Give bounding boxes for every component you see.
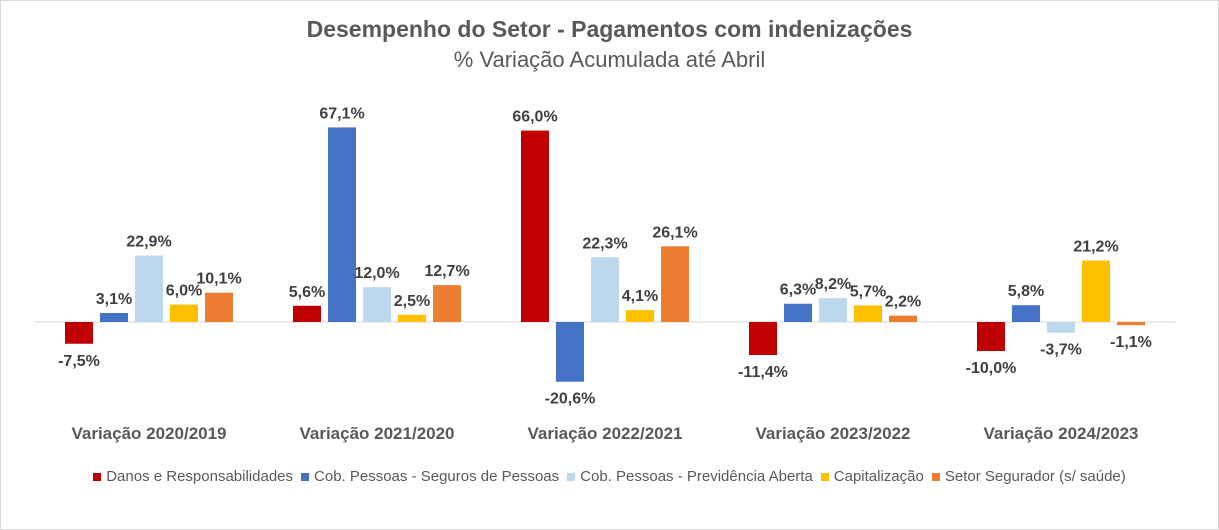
legend-swatch [301, 472, 310, 481]
data-label: -11,4% [738, 364, 788, 381]
legend-label: Capitalização [833, 468, 924, 485]
bar-cob-pessoas-seguros-de-pessoas-2 [328, 127, 356, 322]
legend-item-capitalizacao: Capitalização [820, 468, 924, 485]
bar-cob-pessoas-previdencia-aberta-1 [135, 255, 163, 322]
data-label: 5,7% [850, 283, 886, 300]
legend-label: Setor Segurador (s/ saúde) [944, 468, 1126, 485]
bar-cob-pessoas-seguros-de-pessoas-3 [556, 322, 584, 382]
legend-swatch [567, 472, 576, 481]
bar-capitalizacao-3 [626, 310, 654, 322]
data-label: 26,1% [652, 224, 697, 241]
bar-setor-segurador-s-saude-4 [889, 315, 917, 322]
data-label: 12,7% [424, 263, 469, 280]
data-label: 12,0% [354, 265, 399, 282]
data-label: 3,1% [96, 291, 132, 308]
data-label: 10,1% [196, 271, 241, 288]
legend-swatch [93, 472, 102, 481]
data-label: 67,1% [319, 105, 364, 122]
data-label: -7,5% [58, 353, 100, 370]
bar-danos-e-responsabilidades-3 [521, 130, 549, 322]
legend-item-previdencia: Cob. Pessoas - Previdência Aberta [567, 468, 813, 485]
category-label: Variação 2020/2019 [71, 424, 226, 443]
bar-cob-pessoas-previdencia-aberta-5 [1047, 322, 1075, 333]
bar-cob-pessoas-seguros-de-pessoas-4 [784, 303, 812, 322]
bar-setor-segurador-s-saude-3 [661, 246, 689, 322]
data-label: 21,2% [1073, 239, 1118, 256]
legend: Danos e Responsabilidades Cob. Pessoas -… [0, 468, 1219, 485]
bar-danos-e-responsabilidades-1 [65, 322, 93, 344]
legend-item-setor-segurador: Setor Segurador (s/ saúde) [931, 468, 1126, 485]
data-label: 6,3% [780, 282, 816, 299]
data-label: 2,2% [885, 294, 921, 311]
legend-label: Danos e Responsabilidades [106, 468, 294, 485]
data-label: -1,1% [1110, 334, 1152, 351]
data-label: 5,6% [289, 284, 325, 301]
data-label: 66,0% [512, 109, 557, 126]
category-label: Variação 2023/2022 [755, 424, 910, 443]
bar-capitalizacao-2 [398, 314, 426, 322]
bar-danos-e-responsabilidades-5 [977, 322, 1005, 351]
legend-swatch [820, 472, 829, 481]
data-label: 6,0% [166, 283, 202, 300]
bar-cob-pessoas-seguros-de-pessoas-1 [100, 313, 128, 322]
bar-cob-pessoas-previdencia-aberta-4 [819, 298, 847, 322]
data-label: 22,9% [126, 234, 171, 251]
bar-danos-e-responsabilidades-2 [293, 305, 321, 322]
data-label: -3,7% [1040, 342, 1082, 359]
bar-cob-pessoas-previdencia-aberta-3 [591, 257, 619, 322]
chart-title: Desempenho do Setor - Pagamentos com ind… [306, 16, 913, 42]
bar-capitalizacao-1 [170, 304, 198, 322]
bar-setor-segurador-s-saude-5 [1117, 322, 1145, 326]
bar-cob-pessoas-previdencia-aberta-2 [363, 287, 391, 322]
data-label: -10,0% [966, 360, 1017, 377]
bar-setor-segurador-s-saude-1 [205, 292, 233, 322]
category-label: Variação 2021/2020 [299, 424, 454, 443]
legend-label: Cob. Pessoas - Previdência Aberta [580, 468, 813, 485]
chart-subtitle: % Variação Acumulada até Abril [453, 47, 766, 72]
legend-swatch [931, 472, 940, 481]
bar-danos-e-responsabilidades-4 [749, 322, 777, 356]
bar-cob-pessoas-seguros-de-pessoas-5 [1012, 305, 1040, 322]
data-label: 8,2% [815, 276, 851, 293]
legend-item-danos: Danos e Responsabilidades [93, 468, 293, 485]
bar-setor-segurador-s-saude-2 [433, 285, 461, 322]
data-label: 4,1% [622, 288, 658, 305]
bar-capitalizacao-4 [854, 305, 882, 322]
legend-label: Cob. Pessoas - Seguros de Pessoas [314, 468, 560, 485]
bar-capitalizacao-5 [1082, 260, 1110, 322]
data-label: -20,6% [545, 391, 596, 408]
category-label: Variação 2022/2021 [527, 424, 682, 443]
legend-item-seguros-pessoas: Cob. Pessoas - Seguros de Pessoas [301, 468, 559, 485]
data-label: 2,5% [394, 293, 430, 310]
data-label: 5,8% [1008, 283, 1044, 300]
category-label: Variação 2024/2023 [983, 424, 1138, 443]
data-label: 22,3% [582, 235, 627, 252]
